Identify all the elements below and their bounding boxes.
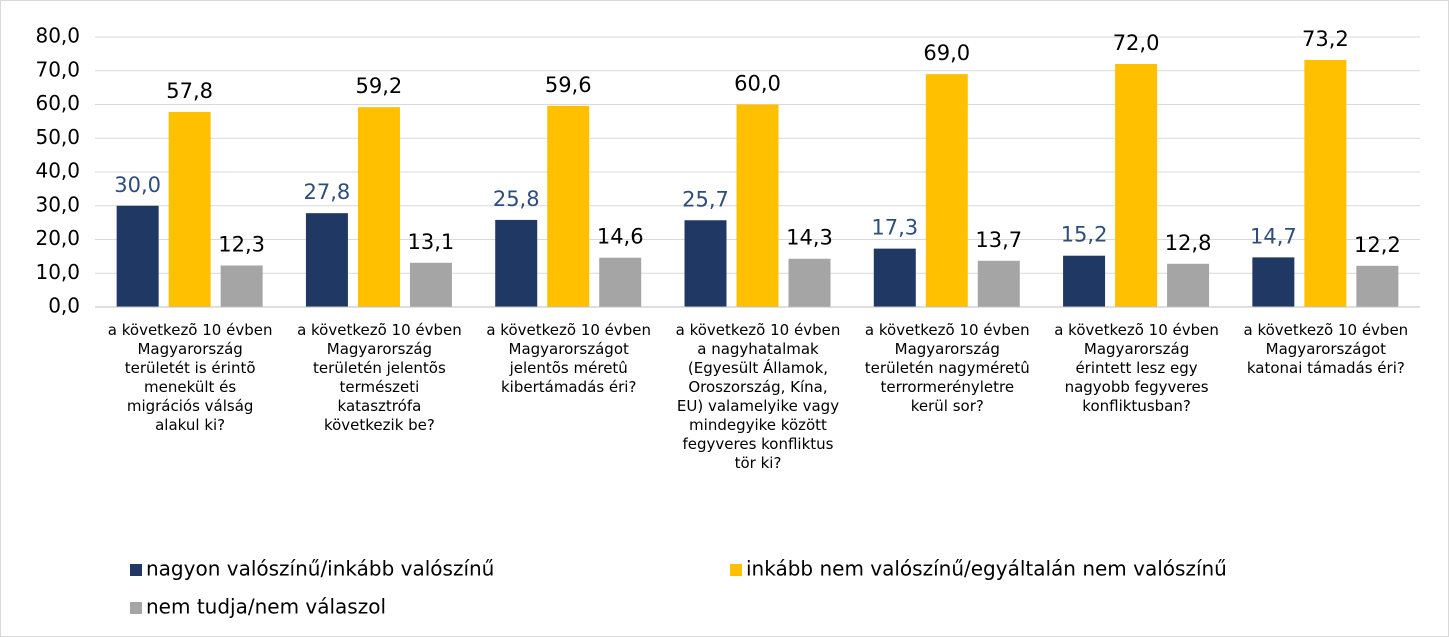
value-label: 17,3	[871, 216, 918, 240]
x-tick-label: a következõ 10 évben Magyarország érinte…	[1054, 321, 1219, 415]
y-tick-label: 20,0	[35, 226, 80, 250]
legend-swatch	[130, 602, 142, 614]
value-label: 12,8	[1165, 231, 1212, 255]
y-tick-label: 0,0	[48, 294, 80, 318]
x-tick-label: a következõ 10 évben Magyarországot kato…	[1243, 321, 1409, 377]
legend-swatch	[130, 564, 142, 576]
bar	[1304, 59, 1347, 308]
bar	[684, 220, 727, 307]
bar	[599, 257, 642, 307]
bar	[305, 213, 348, 307]
value-label: 60,0	[734, 72, 781, 96]
y-tick-label: 60,0	[35, 91, 80, 115]
value-label: 69,0	[923, 41, 970, 65]
x-tick-label: a következõ 10 évben Magyarország terüle…	[107, 321, 273, 434]
value-label: 12,3	[218, 232, 265, 256]
value-label: 13,7	[975, 228, 1022, 252]
value-label: 30,0	[114, 173, 161, 197]
value-label: 25,8	[493, 187, 540, 211]
bar	[409, 262, 452, 307]
x-tick-label: a következõ 10 évben Magyarországot jele…	[486, 321, 652, 396]
legend-label: nagyon valószínű/inkább valószínű	[146, 557, 494, 581]
value-label: 59,6	[545, 73, 592, 97]
bar	[1356, 265, 1399, 307]
y-tick-label: 40,0	[35, 159, 80, 183]
bar	[736, 104, 779, 307]
bar	[1167, 263, 1210, 307]
x-tick-label: a következõ 10 évben Magyarország terüle…	[864, 321, 1030, 415]
value-label: 14,3	[786, 226, 833, 250]
legend-swatch	[730, 564, 742, 576]
bar	[977, 260, 1020, 307]
bar	[495, 219, 538, 307]
y-tick-label: 50,0	[35, 125, 80, 149]
value-label: 59,2	[356, 74, 403, 98]
bar	[168, 111, 211, 307]
x-tick-label: a következõ 10 évben Magyarország terüle…	[297, 321, 462, 434]
y-tick-label: 70,0	[35, 57, 80, 81]
y-tick-label: 80,0	[35, 24, 80, 48]
legend-label: nem tudja/nem válaszol	[146, 595, 386, 619]
value-label: 25,7	[682, 187, 729, 211]
y-tick-label: 10,0	[35, 260, 80, 284]
legend-label: inkább nem valószínű/egyáltalán nem való…	[746, 557, 1227, 581]
bar	[1115, 64, 1158, 307]
y-tick-label: 30,0	[35, 192, 80, 216]
bar	[116, 205, 159, 307]
bar	[925, 74, 968, 307]
bar	[788, 258, 831, 307]
value-label: 13,1	[408, 230, 455, 254]
value-label: 57,8	[166, 79, 213, 103]
bar	[873, 248, 916, 307]
value-label: 14,7	[1250, 224, 1297, 248]
value-label: 27,8	[304, 180, 351, 204]
bar	[1063, 255, 1106, 307]
value-label: 72,0	[1113, 31, 1160, 55]
bar	[357, 107, 400, 307]
bar	[1252, 257, 1295, 307]
value-label: 73,2	[1302, 27, 1349, 51]
value-label: 14,6	[597, 225, 644, 249]
bar	[547, 105, 590, 307]
x-tick-label: a következõ 10 évben a nagyhatalmak (Egy…	[675, 321, 841, 472]
bar	[220, 265, 263, 307]
value-label: 12,2	[1354, 233, 1401, 257]
value-label: 15,2	[1061, 223, 1108, 247]
